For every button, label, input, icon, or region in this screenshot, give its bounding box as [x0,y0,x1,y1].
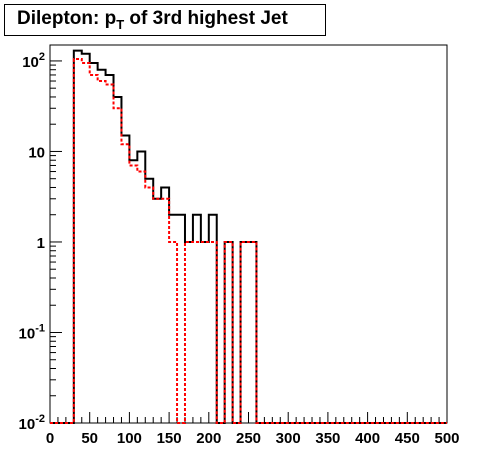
x-tick-label: 300 [276,430,301,447]
x-tick-label: 500 [434,430,459,447]
x-tick-label: 200 [196,430,221,447]
y-tick-label: 1 [37,235,45,252]
y-tick-label-exponent: 2 [39,51,45,63]
chart-title-suffix: of 3rd highest Jet [124,8,288,29]
x-tick-label: 250 [236,430,261,447]
y-tick-label-base: 10 [28,144,45,161]
y-tick-label: 10 [28,144,45,161]
y-tick-label-base: 10 [19,325,36,342]
y-tick-label-exponent: -2 [35,413,45,425]
y-tick-label-base: 1 [37,235,45,252]
chart-title-subscript: T [116,17,125,32]
y-tick-label-base: 10 [22,54,39,71]
x-tick-label: 50 [81,430,98,447]
chart-title-box: Dilepton: pT of 3rd highest Jet [4,4,326,36]
series-red-dashed-histogram [50,58,447,424]
y-tick-label: 10-1 [19,322,45,342]
x-tick-label: 400 [355,430,380,447]
x-tick-label: 350 [315,430,340,447]
y-tick-label: 10-2 [19,413,45,433]
x-tick-labels: 0 50 100 150 200 250 300 350 400 450 500 [46,430,460,447]
x-tick-label: 100 [117,430,142,447]
y-tick-label-exponent: -1 [35,322,45,334]
series-layer [50,49,447,424]
x-tick-label: 150 [157,430,182,447]
y-tick-label-base: 10 [19,416,36,433]
x-tick-label: 450 [395,430,420,447]
plot-frame [49,44,448,424]
chart-title-prefix: Dilepton: p [17,8,117,29]
y-tick-label: 102 [22,51,45,71]
chart-title: Dilepton: pT of 3rd highest Jet [17,8,288,32]
x-tick-label: 0 [46,430,54,447]
